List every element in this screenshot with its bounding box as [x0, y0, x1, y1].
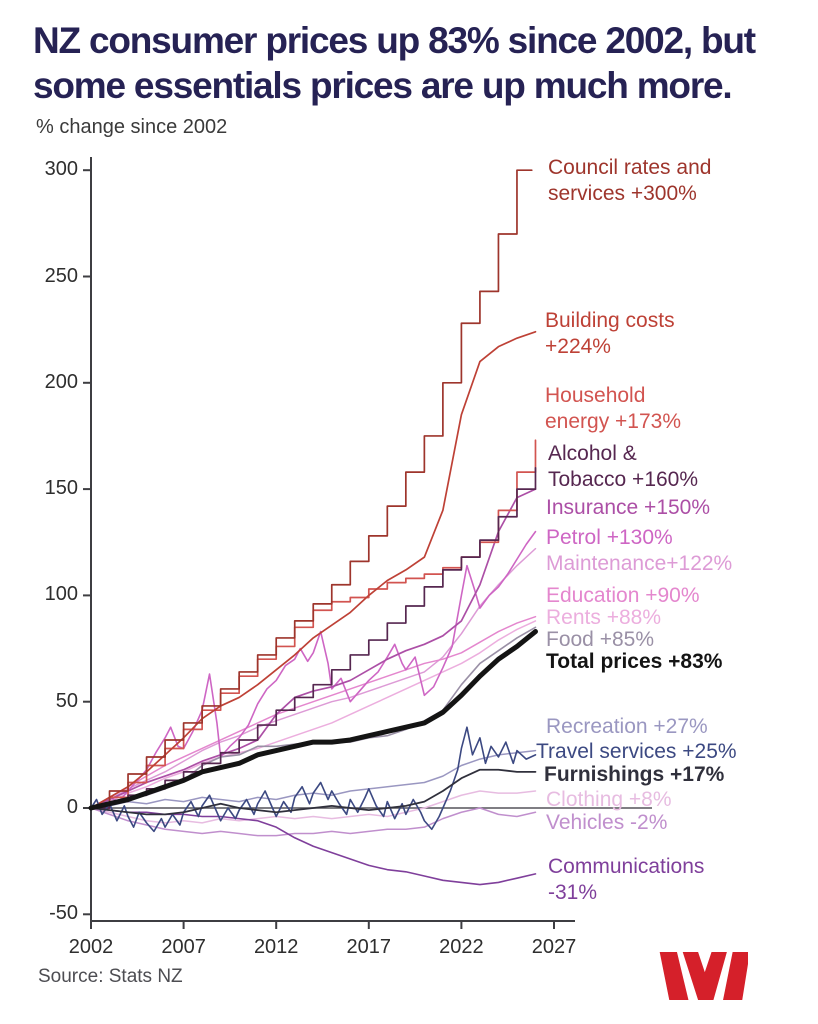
- y-tick-label: 100: [44, 583, 78, 606]
- series-line-furnishings: [90, 768, 537, 816]
- series-line-rents: [90, 620, 537, 809]
- series-line-total-prices: [88, 629, 538, 811]
- series-label-council-rates-and-services: Council rates and services +300%: [548, 156, 712, 205]
- series-label-total-prices: Total prices +83%: [546, 650, 723, 673]
- series-label-petrol: Petrol +130%: [546, 526, 673, 549]
- x-tick-label: 2017: [346, 936, 392, 958]
- series-label-alcohol-tobacco: Alcohol & Tobacco +160%: [548, 442, 699, 491]
- series-label-rents: Rents +88%: [546, 606, 661, 629]
- x-tick-label: 2022: [439, 936, 484, 958]
- x-tick-label: 2002: [68, 936, 114, 958]
- series-label-furnishings: Furnishings +17%: [544, 763, 725, 786]
- series-label-household-energy: Household energy +173%: [545, 384, 682, 433]
- westpac-logo-icon: [659, 952, 748, 1000]
- page-title: some essentials prices are up much more.: [33, 65, 733, 106]
- series-line-maintenance: [90, 547, 537, 809]
- y-axis-unit-label: % change since 2002: [36, 116, 228, 138]
- y-tick-label: 50: [55, 689, 78, 712]
- y-tick-label: 200: [44, 370, 78, 393]
- series-line-petrol: [90, 530, 537, 809]
- series-line-communications: [90, 807, 537, 886]
- series-line-household-energy: [90, 439, 537, 809]
- y-tick-label: 150: [44, 477, 78, 500]
- y-tick-label: 0: [66, 796, 78, 818]
- x-tick-label: 2027: [531, 936, 577, 958]
- y-tick-label: 250: [44, 264, 78, 287]
- series-line-alcohol-tobacco: [90, 466, 537, 809]
- y-tick-label: -50: [49, 902, 78, 925]
- series-label-building-costs: Building costs +224%: [545, 309, 675, 358]
- page-title: NZ consumer prices up 83% since 2002, bu…: [33, 20, 756, 61]
- x-tick-label: 2012: [253, 936, 299, 958]
- series-line-travel-services: [90, 726, 537, 833]
- series-label-insurance: Insurance +150%: [546, 496, 711, 519]
- series-line-clothing: [90, 790, 537, 824]
- series-label-food: Food +85%: [546, 628, 654, 651]
- series-line-council-rates-and-services: [90, 169, 533, 809]
- series-label-recreation: Recreation +27%: [546, 715, 708, 738]
- series-line-vehicles: [90, 807, 537, 837]
- x-tick-label: 2007: [161, 936, 206, 958]
- series-label-vehicles: Vehicles -2%: [546, 811, 668, 834]
- series-label-clothing: Clothing +8%: [546, 788, 672, 811]
- y-tick-label: 300: [44, 158, 78, 181]
- series-label-travel-services: Travel services +25%: [536, 740, 737, 763]
- series-label-communications: Communications -31%: [548, 855, 705, 904]
- series-label-education: Education +90%: [546, 584, 700, 607]
- series-label-maintenance: Maintenance+122%: [546, 552, 733, 575]
- source-note: Source: Stats NZ: [38, 966, 183, 987]
